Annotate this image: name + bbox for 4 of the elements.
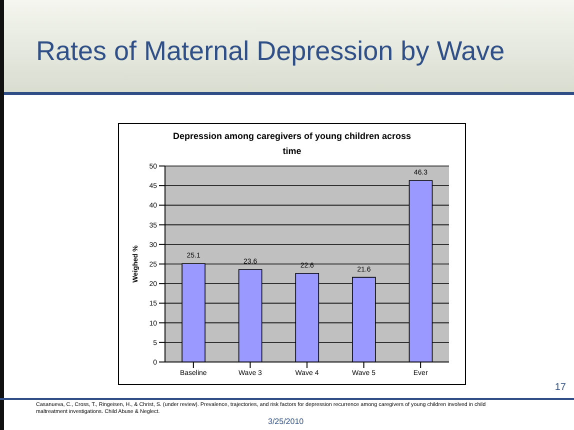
text: 17 [554,382,566,393]
chart-subtitle: Depression among caregivers of young children across time [172,130,412,158]
chart-title: Rates of Maternal Depression by Wave [36,36,505,67]
text: 3/25/2010 [268,417,304,426]
